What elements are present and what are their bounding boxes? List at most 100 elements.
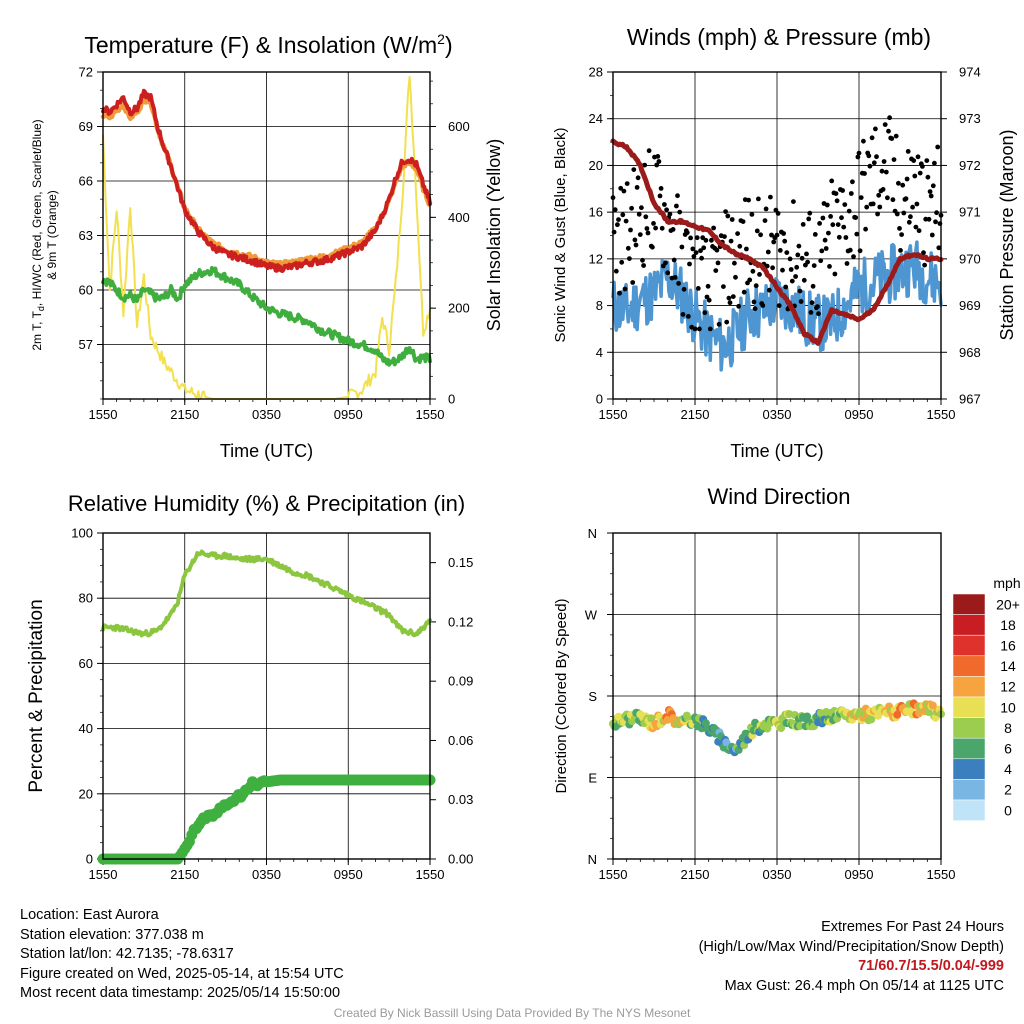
wind-gust-point	[658, 186, 664, 191]
temp-chart-title: Temperature (F) & Insolation (W/m2)	[84, 31, 452, 58]
wind-gust-point	[679, 244, 685, 250]
wind-gust-point	[797, 288, 803, 294]
temp-plot-frame	[102, 71, 431, 400]
wind-gust-point	[800, 222, 806, 227]
wind-gust-point	[774, 232, 780, 238]
wind-gust-point	[925, 174, 931, 180]
wind-gust-point	[784, 250, 790, 256]
extremes-values: 71/60.7/15.5/0.04/-999	[858, 958, 1004, 974]
dir-legend-swatch	[952, 655, 986, 677]
wind-gust-point	[896, 180, 901, 186]
wind-gust-point	[855, 154, 861, 160]
wind-gust-point	[914, 201, 920, 207]
wind-gust-point	[915, 154, 921, 160]
temp-ytick-label: 72	[79, 65, 93, 80]
wind-gust-point	[879, 168, 885, 174]
wind-gust-point	[635, 175, 641, 181]
wind-gust-point	[692, 326, 698, 332]
wind-xtick-label: 1550	[599, 407, 628, 422]
wind-gust-point	[913, 224, 919, 230]
wind-xlabel: Time (UTC)	[730, 441, 823, 461]
wind-gust-point	[659, 225, 665, 231]
temp-ylabel-line2: & 9m T (Orange)	[45, 190, 59, 280]
wind-gust-point	[628, 227, 633, 233]
rh-chart-title: Relative Humidity (%) & Precipitation (i…	[68, 491, 465, 516]
wind-gust-point	[920, 164, 925, 169]
rh-ytick-label: 60	[79, 656, 93, 671]
wind-gust-point	[675, 193, 680, 199]
wind-gust-point	[729, 217, 735, 222]
wind-gust-point	[873, 126, 878, 132]
temp-ylabel-b: , HI/WC (Red, Green, Scarlet/Blue)	[30, 119, 44, 306]
wind-gust-point	[670, 227, 676, 232]
wind-gust-point	[629, 205, 634, 211]
wind-gust-point	[836, 234, 842, 240]
wind-gust-point	[646, 148, 652, 154]
wind-gust-point	[830, 222, 836, 228]
wind-gust-point	[793, 274, 798, 279]
wind-gust-point	[703, 237, 709, 243]
wind-gust-point	[844, 261, 850, 266]
rh-xtick-label: 0350	[252, 867, 281, 882]
temp-y2tick-label: 0	[448, 392, 455, 407]
wind-gust-point	[804, 251, 809, 257]
wind-gust-point	[829, 178, 835, 184]
wind-gust-point	[843, 235, 849, 240]
wind-gust-point	[894, 211, 900, 217]
dir-ytick-label: S	[588, 689, 597, 704]
wind-gust-point	[736, 303, 742, 309]
wind-gust-point	[899, 232, 904, 238]
temp-y2tick-label: 600	[448, 119, 470, 134]
wind-gust-point	[812, 232, 818, 237]
wind-gust-point	[723, 209, 728, 215]
rh-xtick-label: 0950	[334, 867, 363, 882]
wind-gust-point	[816, 311, 821, 317]
wind-gust-point	[886, 128, 891, 134]
wind-gust-point	[744, 246, 749, 252]
wind-gust-point	[768, 194, 773, 200]
dir-ylabel: Direction (Colored By Speed)	[553, 598, 570, 793]
wind-gust-point	[840, 188, 845, 193]
dir-legend-label: 8	[1004, 720, 1012, 736]
wind-gust-point	[701, 245, 707, 251]
wind-gust-point	[737, 243, 743, 249]
wind-gust-point	[713, 268, 719, 273]
wind-gust-point	[732, 260, 737, 266]
wind-gust-point	[870, 201, 876, 207]
temp-title-sup: 2	[437, 31, 445, 47]
dir-xtick-label: 0350	[763, 867, 792, 882]
dir-legend-swatch	[952, 696, 986, 718]
wind-gust-point	[622, 286, 628, 292]
wind-gust-point	[632, 237, 638, 243]
wind-gust-point	[809, 300, 815, 306]
wind-gust-point	[864, 204, 870, 210]
wind-gust-point	[706, 297, 712, 303]
wind-ytick-label: 8	[596, 298, 603, 313]
wind-gust-point	[740, 219, 746, 225]
wind-gust-point	[882, 122, 888, 127]
wind-gust-point	[875, 211, 880, 217]
wind-gust-point	[621, 188, 627, 194]
wind-gust-point	[751, 299, 757, 305]
wind-gust-point	[709, 237, 714, 243]
wind-ytick-label: 12	[589, 251, 603, 266]
wind-gust-point	[835, 222, 841, 228]
temp-ylabel-a: 2m T, T	[30, 310, 44, 350]
station-location: Location: East Aurora	[20, 907, 159, 923]
wind-gust-point	[702, 310, 708, 316]
rh-y2tick-label: 0.06	[448, 733, 473, 748]
extremes-title: Extremes For Past 24 Hours	[821, 919, 1004, 935]
wind-gust-point	[613, 268, 619, 274]
wind-gust-point	[782, 238, 788, 244]
wind-y2tick-label: 969	[959, 298, 981, 313]
wind-gust-point	[634, 185, 640, 190]
wind-ytick-label: 4	[596, 345, 603, 360]
wind-gust-point	[929, 232, 935, 238]
wind-gust-point	[854, 231, 860, 237]
wind-gust-point	[924, 158, 930, 164]
dir-ytick-label: N	[588, 852, 597, 867]
wind-ytick-label: 0	[596, 392, 603, 407]
wind-gust-point	[699, 255, 704, 261]
rh-ylabel: Percent & Precipitation	[26, 599, 47, 792]
wind-gust-point	[674, 203, 679, 209]
